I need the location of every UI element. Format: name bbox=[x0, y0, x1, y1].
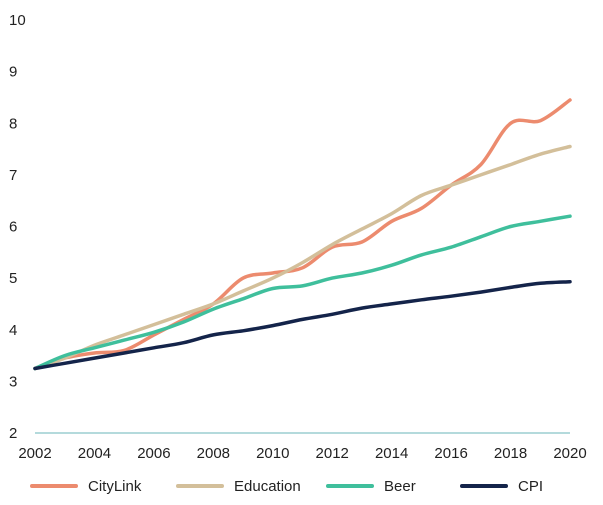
series-lines bbox=[33, 98, 572, 371]
y-tick-label: 9 bbox=[9, 64, 17, 81]
legend-label-beer: Beer bbox=[384, 478, 416, 495]
x-tick-label: 2012 bbox=[316, 445, 349, 462]
x-tick-label: 2010 bbox=[256, 445, 289, 462]
legend-label-citylink: CityLink bbox=[88, 478, 142, 495]
x-axis-ticks: 2002 2004 2006 2008 2010 2012 2014 2016 2018 2020 bbox=[18, 445, 586, 462]
legend: CityLink Education Beer CPI bbox=[30, 478, 543, 495]
series-line-cpi bbox=[33, 279, 572, 371]
y-tick-label: 2 bbox=[9, 425, 17, 442]
legend-label-cpi: CPI bbox=[518, 478, 543, 495]
legend-label-education: Education bbox=[234, 478, 301, 495]
x-tick-label: 2008 bbox=[197, 445, 230, 462]
x-tick-label: 2002 bbox=[18, 445, 51, 462]
y-tick-label: 10 bbox=[9, 12, 26, 29]
y-tick-label: 4 bbox=[9, 322, 17, 339]
series-line-citylink bbox=[33, 98, 572, 371]
y-tick-label: 6 bbox=[9, 219, 17, 236]
series-line-beer bbox=[33, 214, 572, 371]
x-tick-label: 2006 bbox=[137, 445, 170, 462]
y-tick-label: 7 bbox=[9, 167, 17, 184]
x-tick-label: 2018 bbox=[494, 445, 527, 462]
x-tick-label: 2004 bbox=[78, 445, 111, 462]
series-line-education bbox=[33, 144, 572, 371]
y-tick-label: 3 bbox=[9, 373, 17, 390]
y-tick-label: 5 bbox=[9, 270, 17, 287]
x-tick-label: 2014 bbox=[375, 445, 408, 462]
y-tick-label: 8 bbox=[9, 115, 17, 132]
x-tick-label: 2016 bbox=[434, 445, 467, 462]
x-tick-label: 2020 bbox=[553, 445, 586, 462]
y-axis-ticks: 2 3 4 5 6 7 8 9 10 bbox=[9, 12, 26, 442]
